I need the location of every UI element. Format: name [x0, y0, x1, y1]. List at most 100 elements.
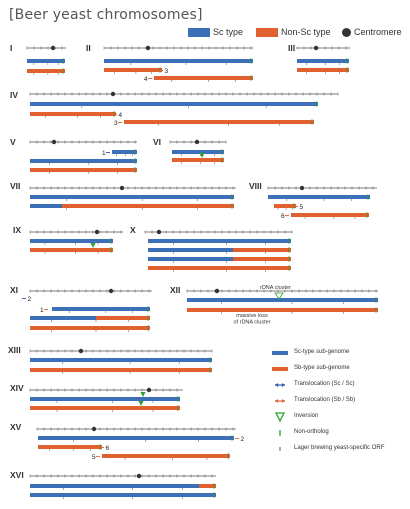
legend-row-translocation-sb: Translocation (Sb / Sb) — [272, 396, 408, 406]
lager-orf-label: Lager brewing yeast-specific ORF — [294, 445, 385, 451]
chr-v-bar — [30, 168, 137, 172]
chr-xi-bar-segment — [30, 316, 96, 320]
translocation-sc-label: Translocation (Sc / Sc) — [294, 381, 355, 387]
chr-v-translocation-label: 1 — [102, 150, 106, 157]
chr-iii-bar — [297, 68, 349, 72]
figure-title: [Beer yeast chromosomes] — [9, 7, 203, 23]
chr-xiv-bar — [30, 397, 180, 401]
chr-xii-bar — [187, 298, 378, 302]
translocation-sb-arrow-icon — [275, 399, 285, 403]
legend-row-sc-subgenome: Sc-type sub-genome — [272, 348, 408, 358]
chr-xv-bar — [38, 436, 234, 440]
chr-xiii-bar — [30, 368, 212, 372]
chr-iv-bar — [124, 120, 314, 124]
chr-xvi-bar-segment — [30, 484, 199, 488]
chr-xiv-label: XIV — [10, 383, 24, 393]
centromere-label: Centromere — [354, 27, 402, 37]
chr-ix-bar — [30, 239, 113, 243]
chr-i-label: I — [10, 43, 12, 53]
chr-x-bar-segment — [148, 248, 233, 252]
chr-iv-translocation-label: 4 — [119, 112, 123, 119]
chr-viii-bar — [291, 213, 369, 217]
chr-iii-label: III — [288, 43, 295, 53]
chr-vii-bar — [30, 195, 234, 199]
nonortholog-label: Non-ortholog — [294, 429, 329, 435]
chr-v-centromere — [51, 139, 57, 145]
chr-iv-centromere — [110, 91, 116, 97]
chr-xv-bar — [38, 445, 102, 449]
chr-x-bar-segment — [233, 248, 291, 252]
top-legend: Sc type Non-Sc type Centromere — [188, 26, 408, 40]
chr-viii-bar — [274, 204, 296, 208]
chr-xv-translocation-label: 2 — [241, 436, 245, 443]
rdna-cluster-marker — [274, 292, 284, 300]
sc-type-swatch — [188, 28, 210, 37]
chr-xvi-bar — [30, 493, 216, 497]
chr-v-bar — [112, 150, 137, 154]
chr-ix-label: IX — [13, 225, 21, 235]
sc-subgenome-label: Sc-type sub-genome — [294, 349, 350, 355]
chr-vi-centromere — [194, 139, 200, 145]
legend-row-inversion: Inversion — [272, 412, 408, 422]
chr-ix-bar — [30, 248, 113, 252]
chr-vii-bar-segment — [30, 204, 62, 208]
chr-vii-bar-segment — [62, 204, 234, 208]
chr-viii-bar — [268, 195, 370, 199]
chr-v-bar — [30, 159, 137, 163]
chr-vii-label: VII — [10, 181, 20, 191]
chr-xv-bar — [102, 454, 230, 458]
chr-ii-translocation-label: 3 — [165, 68, 169, 75]
legend-row-translocation-sc: Translocation (Sc / Sc) — [272, 380, 408, 390]
legend-row-nonortholog: Non-ortholog — [272, 428, 408, 438]
chr-xi-label: XI — [10, 285, 18, 295]
chr-viii-translocation-label: 5 — [300, 204, 304, 211]
non-sc-type-swatch — [256, 28, 278, 37]
chr-v-label: V — [10, 137, 16, 147]
chr-xvi-label: XVI — [10, 470, 24, 480]
chr-xiv-bar — [30, 406, 180, 410]
translocation-sb-label: Translocation (Sb / Sb) — [294, 397, 356, 403]
chr-x-bar — [148, 239, 291, 243]
chr-x-bar — [148, 266, 291, 270]
chr-vi-bar — [172, 150, 224, 154]
legend-row-sb-subgenome: Sb-type sub-genome — [272, 364, 408, 374]
chr-i-bar — [27, 69, 65, 73]
chr-xi-centromere — [108, 288, 114, 294]
inversion-icon — [274, 412, 286, 422]
translocation-sc-arrow-icon — [275, 383, 285, 387]
chr-xiii-bar — [30, 358, 212, 362]
chr-viii-translocation-label: 6 — [281, 213, 285, 220]
chr-xii-centromere — [214, 288, 220, 294]
chr-xii-label: XII — [170, 285, 180, 295]
chr-vi-bar — [172, 158, 224, 162]
chr-i-bar — [27, 59, 65, 63]
centromere-icon — [342, 28, 351, 37]
chr-iii-centromere — [313, 45, 319, 51]
chr-ii-bar — [104, 68, 162, 72]
chr-x-bar-segment — [233, 257, 291, 261]
chr-xiii-centromere — [78, 348, 84, 354]
nonortholog-tick-icon — [279, 430, 281, 436]
chr-iv-translocation-label: 3 — [114, 120, 118, 127]
sb-subgenome-swatch — [272, 367, 288, 371]
chr-ii-label: II — [86, 43, 91, 53]
rdna-loss-label: of rDNA cluster — [234, 320, 271, 326]
chr-xvi-bar-segment — [199, 484, 216, 488]
chr-viii-label: VIII — [249, 181, 262, 191]
chr-iii-bar — [297, 59, 349, 63]
inversion-label: Inversion — [294, 413, 319, 419]
chr-viii-centromere — [299, 185, 305, 191]
chr-xv-translocation-label: 5 — [92, 454, 96, 461]
rdna-cluster-label: rDNA cluster — [260, 285, 291, 291]
sc-type-label: Sc type — [213, 27, 244, 37]
inversion-marker-icon — [140, 392, 146, 397]
legend-row-lager-orf: Lager brewing yeast-specific ORF — [272, 444, 408, 454]
chr-ii-bar — [104, 59, 253, 63]
chr-iv-label: IV — [10, 90, 18, 100]
chr-xvi-centromere — [136, 473, 142, 479]
non-sc-type-label: Non-Sc type — [281, 27, 331, 37]
chr-xii-bar — [187, 308, 378, 312]
chr-xv-centromere — [91, 426, 97, 432]
chr-i-centromere — [50, 45, 56, 51]
